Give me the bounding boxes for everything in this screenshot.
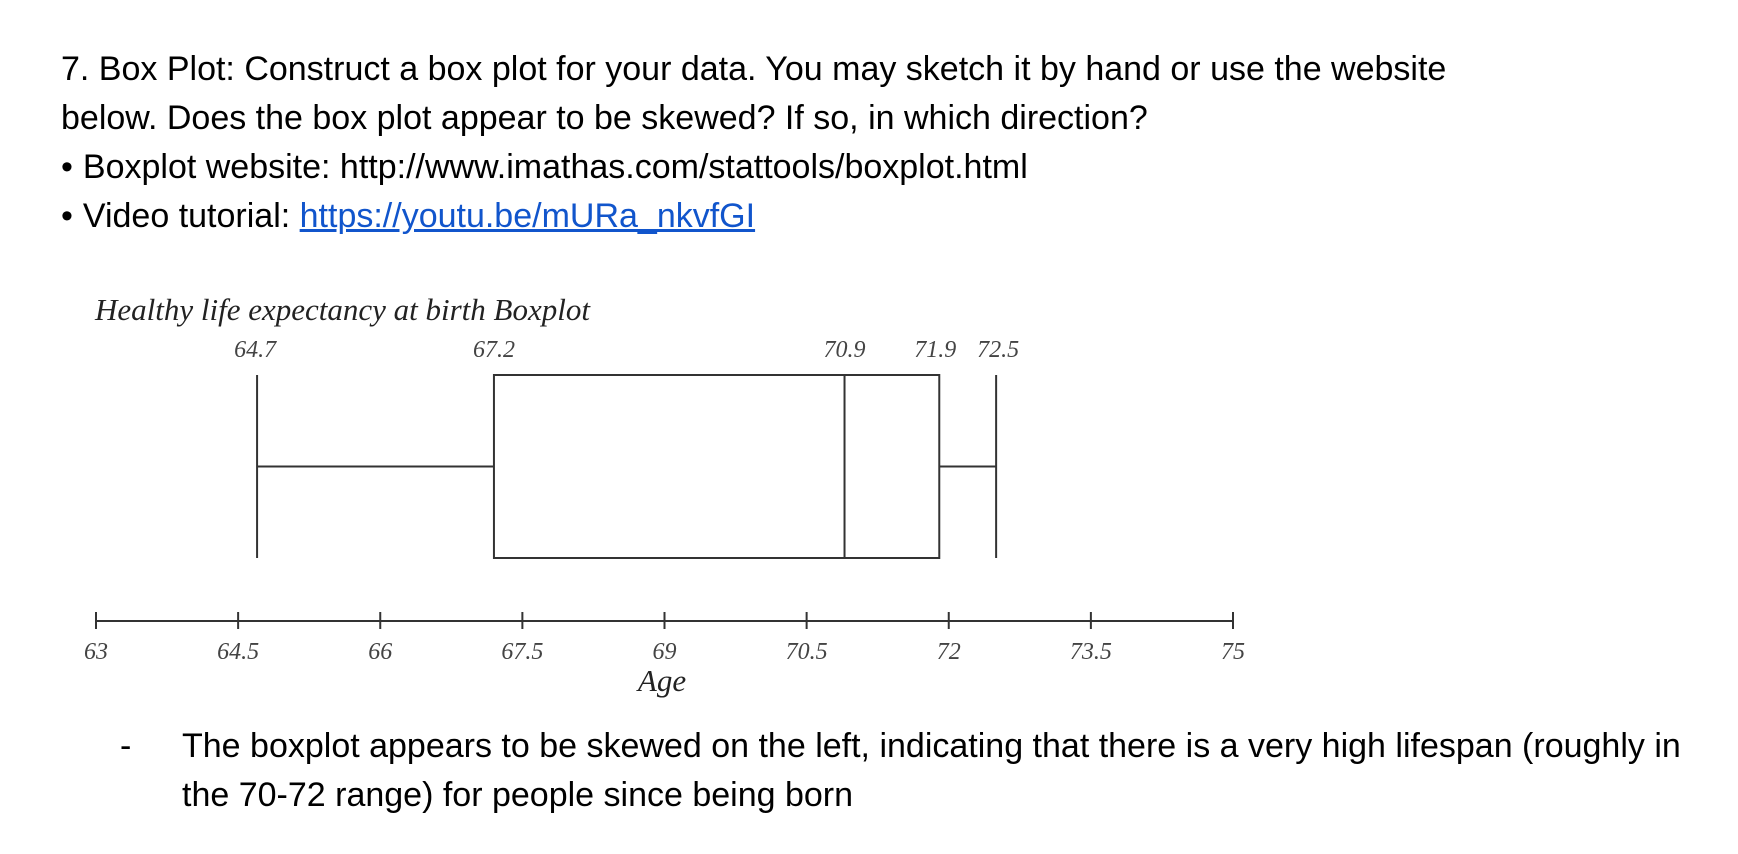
bullet-boxplot-website-text: Boxplot website: http://www.imathas.com/… [82, 148, 1028, 186]
question-block: 7. Box Plot: Construct a box plot for yo… [61, 45, 1701, 241]
answer-text: The boxplot appears to be skewed on the … [182, 727, 1681, 814]
answer-block: - The boxplot appears to be skewed on th… [120, 722, 1720, 820]
x-tick-label: 64.5 [217, 639, 259, 665]
min-value-label: 64.7 [234, 337, 277, 363]
bullet-boxplot-website: Boxplot website: http://www.imathas.com/… [61, 143, 1701, 192]
video-tutorial-label: Video tutorial: [82, 197, 300, 235]
iqr-box [492, 374, 941, 559]
video-tutorial-link[interactable]: https://youtu.be/mURa_nkvfGI [299, 197, 756, 235]
question-line-2: below. Does the box plot appear to be sk… [61, 99, 1148, 137]
x-tick-label: 72 [937, 639, 961, 665]
x-tick-label: 63 [84, 639, 108, 665]
bullet-video-tutorial: Video tutorial: https://youtu.be/mURa_nk… [61, 192, 1701, 241]
q3-value-label: 71.9 [914, 337, 956, 363]
x-tick-label: 67.5 [501, 639, 543, 665]
x-axis-label: Age [636, 663, 686, 698]
question-line-1: 7. Box Plot: Construct a box plot for yo… [61, 50, 1447, 88]
answer-dash: - [120, 727, 132, 765]
q1-value-label: 67.2 [473, 337, 515, 363]
max-value-label: 72.5 [977, 337, 1019, 363]
median-value-label: 70.9 [824, 337, 866, 363]
boxplot-chart: Healthy life expectancy at birth Boxplot… [84, 292, 1245, 698]
x-tick-label: 66 [368, 639, 392, 665]
x-tick-label: 70.5 [786, 639, 828, 665]
x-tick-label: 69 [653, 639, 677, 665]
x-tick-label: 75 [1221, 639, 1245, 665]
x-tick-label: 73.5 [1070, 639, 1112, 665]
chart-title: Healthy life expectancy at birth Boxplot [94, 292, 591, 327]
